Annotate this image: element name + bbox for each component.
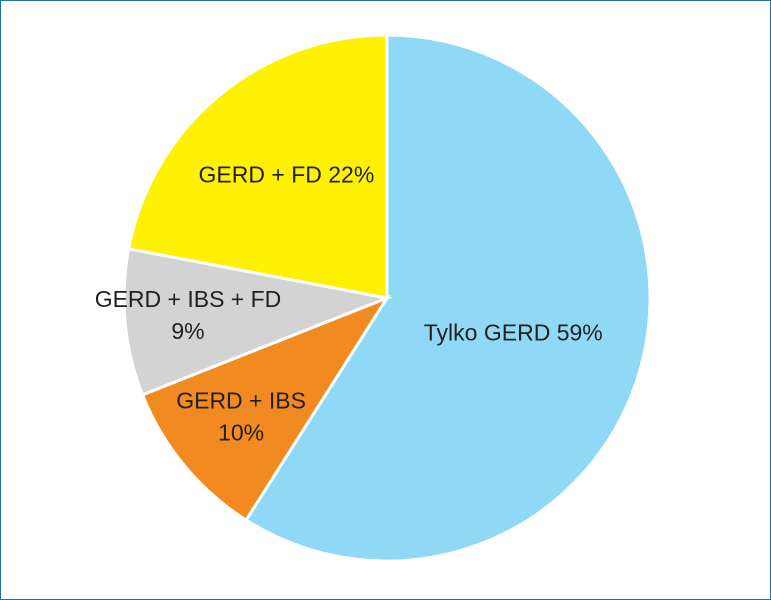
category-label: GERD + IBS <box>176 388 306 414</box>
value-label: 10% <box>218 420 264 446</box>
pie-slice <box>140 294 391 523</box>
category-label: Tylko GERD <box>424 320 551 346</box>
category-label: GERD + IBS + FD <box>95 286 282 312</box>
pie-slice <box>122 246 393 397</box>
slice-label: GERD + FD 22% <box>199 161 375 187</box>
category-label: GERD + FD <box>199 161 322 187</box>
slice-label: GERD + IBS + FD 9% <box>95 286 282 344</box>
slice-label: GERD + IBS 10% <box>176 388 306 446</box>
pie-slice <box>244 33 652 563</box>
value-label: 9% <box>171 318 204 344</box>
pie-slice <box>126 33 389 300</box>
value-label: 59% <box>557 320 603 346</box>
slice-label: Tylko GERD 59% <box>424 320 603 346</box>
value-label: 22% <box>328 161 374 187</box>
